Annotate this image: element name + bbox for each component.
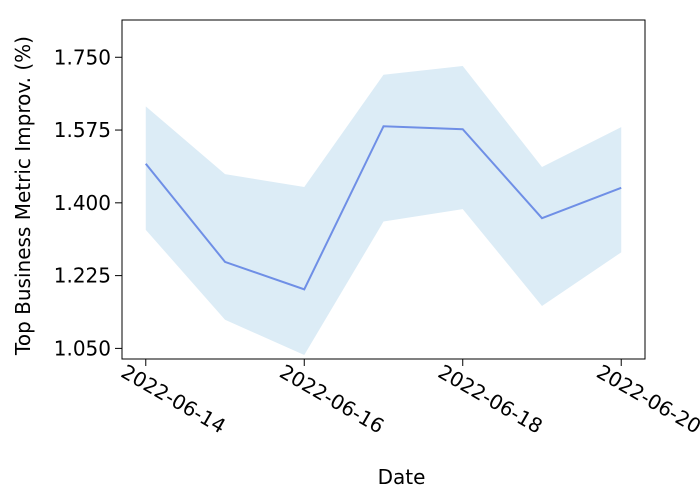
confidence-band-layer [145, 66, 622, 356]
x-tick-label: 2022-06-18 [434, 359, 547, 438]
x-tick-label: 2022-06-20 [593, 359, 700, 438]
plot-frame [121, 19, 646, 360]
y-tick-label: 1.050 [54, 336, 111, 360]
x-tick-label: 2022-06-14 [117, 359, 230, 438]
series-line-layer [144, 125, 622, 291]
y-axis-ticks: 1.050 1.225 1.400 1.575 1.750 [54, 45, 122, 360]
y-tick-label: 1.225 [54, 264, 111, 288]
x-axis-ticks: 2022-06-14 2022-06-16 2022-06-18 2022-06-20 [117, 359, 700, 438]
x-axis-label: Date [378, 465, 426, 489]
confidence-band-0 [145, 66, 622, 356]
y-tick-label: 1.400 [54, 191, 111, 215]
y-axis-label: Top Business Metric Improv. (%) [11, 36, 35, 356]
x-tick-label: 2022-06-16 [276, 359, 389, 438]
y-tick-label: 1.575 [54, 118, 111, 142]
y-tick-label: 1.750 [54, 45, 111, 69]
